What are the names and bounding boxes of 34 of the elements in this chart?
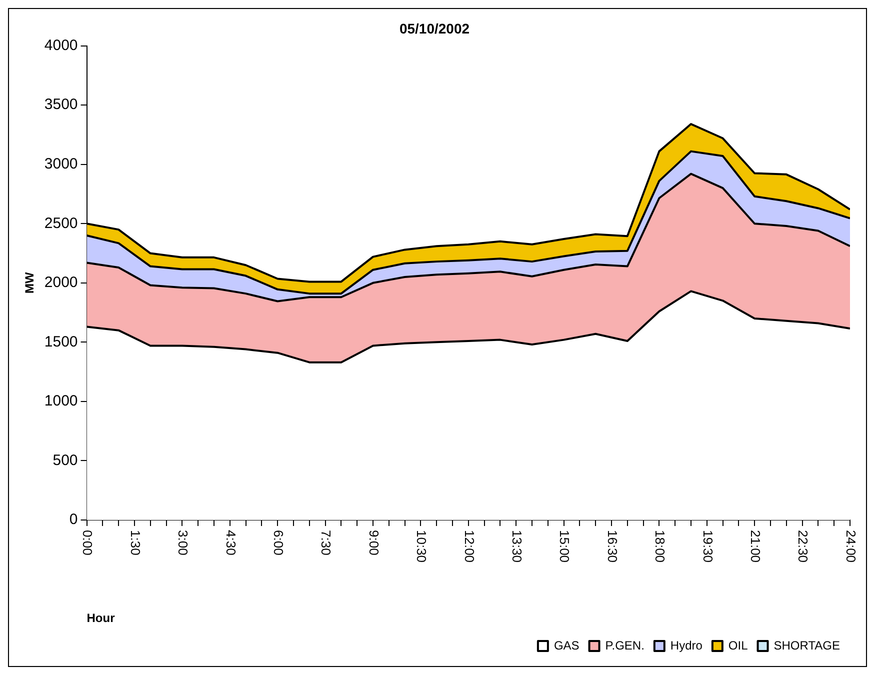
x-tick-label: 16:30 <box>604 530 620 563</box>
y-tick-label: 1000 <box>44 392 78 410</box>
y-tick-label: 3000 <box>44 155 78 172</box>
x-tick-label: 4:30 <box>223 530 238 556</box>
x-tick-label: 6:00 <box>271 530 286 556</box>
x-tick-label: 21:00 <box>748 530 764 563</box>
y-axis-title: MW <box>22 272 37 294</box>
y-tick-label: 500 <box>52 452 78 469</box>
legend-label: Hydro <box>670 638 703 652</box>
x-tick-label: 0:00 <box>80 530 96 556</box>
x-tick-label: 3:00 <box>176 530 191 556</box>
x-tick-label: 10:30 <box>414 530 430 563</box>
x-tick-label: 1:30 <box>128 530 143 556</box>
y-tick-label: 4000 <box>44 36 78 54</box>
legend-label: OIL <box>728 638 748 652</box>
x-tick-label: 13:30 <box>510 530 525 563</box>
x-tick-label: 15:00 <box>557 530 572 563</box>
chart-title: 05/10/2002 <box>399 20 470 36</box>
y-tick-label: 3500 <box>44 96 78 114</box>
x-tick-label: 24:00 <box>843 530 858 563</box>
x-tick-label: 12:00 <box>462 530 477 563</box>
x-tick-label: 19:30 <box>700 530 716 563</box>
x-tick-label: 9:00 <box>366 530 382 556</box>
x-axis-title: Hour <box>86 611 116 626</box>
x-tick-label: 7:30 <box>318 530 334 556</box>
legend-label: GAS <box>554 638 580 652</box>
x-tick-label: 22:30 <box>796 530 811 563</box>
legend-label: SHORTAGE <box>774 638 840 652</box>
legend-label: P.GEN. <box>605 638 644 652</box>
y-tick-label: 0 <box>69 511 78 528</box>
x-tick-label: 18:00 <box>652 530 668 563</box>
y-tick-label: 2000 <box>44 274 78 292</box>
y-tick-label: 1500 <box>44 333 78 350</box>
y-tick-label: 2500 <box>44 214 78 232</box>
